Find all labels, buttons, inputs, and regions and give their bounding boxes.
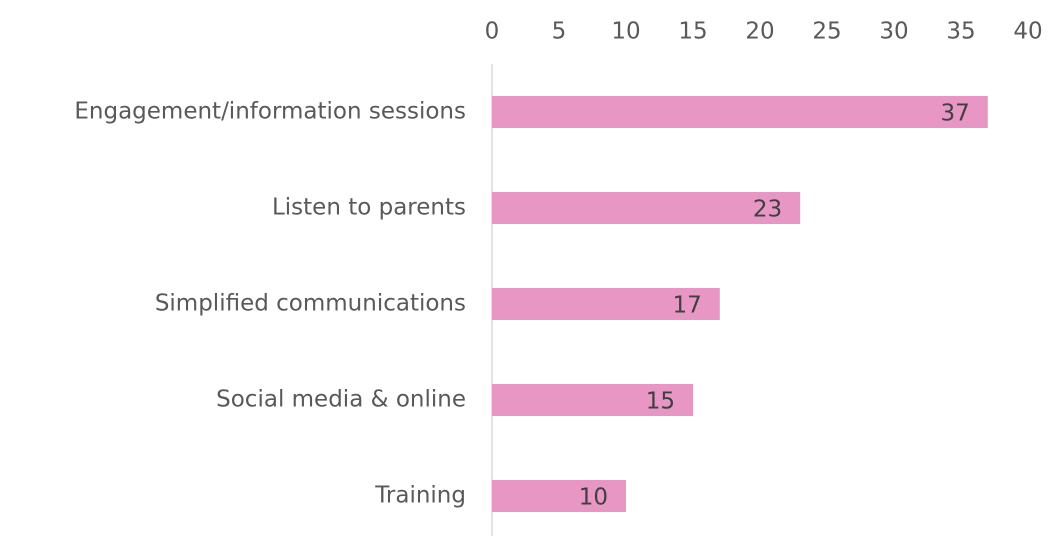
data-label: 15 [646, 389, 675, 415]
x-tick-label: 15 [678, 19, 707, 45]
data-label: 10 [579, 485, 608, 511]
bar [492, 288, 720, 320]
bar [492, 96, 988, 128]
y-tick-label: Training [374, 483, 466, 509]
y-tick-label: Listen to parents [272, 195, 466, 221]
data-label: 37 [941, 101, 970, 127]
x-tick-label: 25 [812, 19, 841, 45]
x-tick-label: 30 [879, 19, 908, 45]
bar [492, 192, 801, 224]
x-tick-label: 5 [552, 19, 567, 45]
bar [492, 480, 626, 512]
x-tick-label: 20 [745, 19, 774, 45]
data-label: 23 [753, 197, 782, 223]
x-tick-label: 40 [1013, 19, 1042, 45]
y-tick-label: Engagement/information sessions [74, 99, 466, 125]
x-tick-label: 35 [946, 19, 975, 45]
bar [492, 384, 693, 416]
x-tick-label: 0 [485, 19, 500, 45]
y-tick-label: Simplified communications [155, 291, 466, 317]
data-label: 17 [673, 293, 702, 319]
y-tick-label: Social media & online [216, 387, 466, 413]
x-tick-label: 10 [611, 19, 640, 45]
